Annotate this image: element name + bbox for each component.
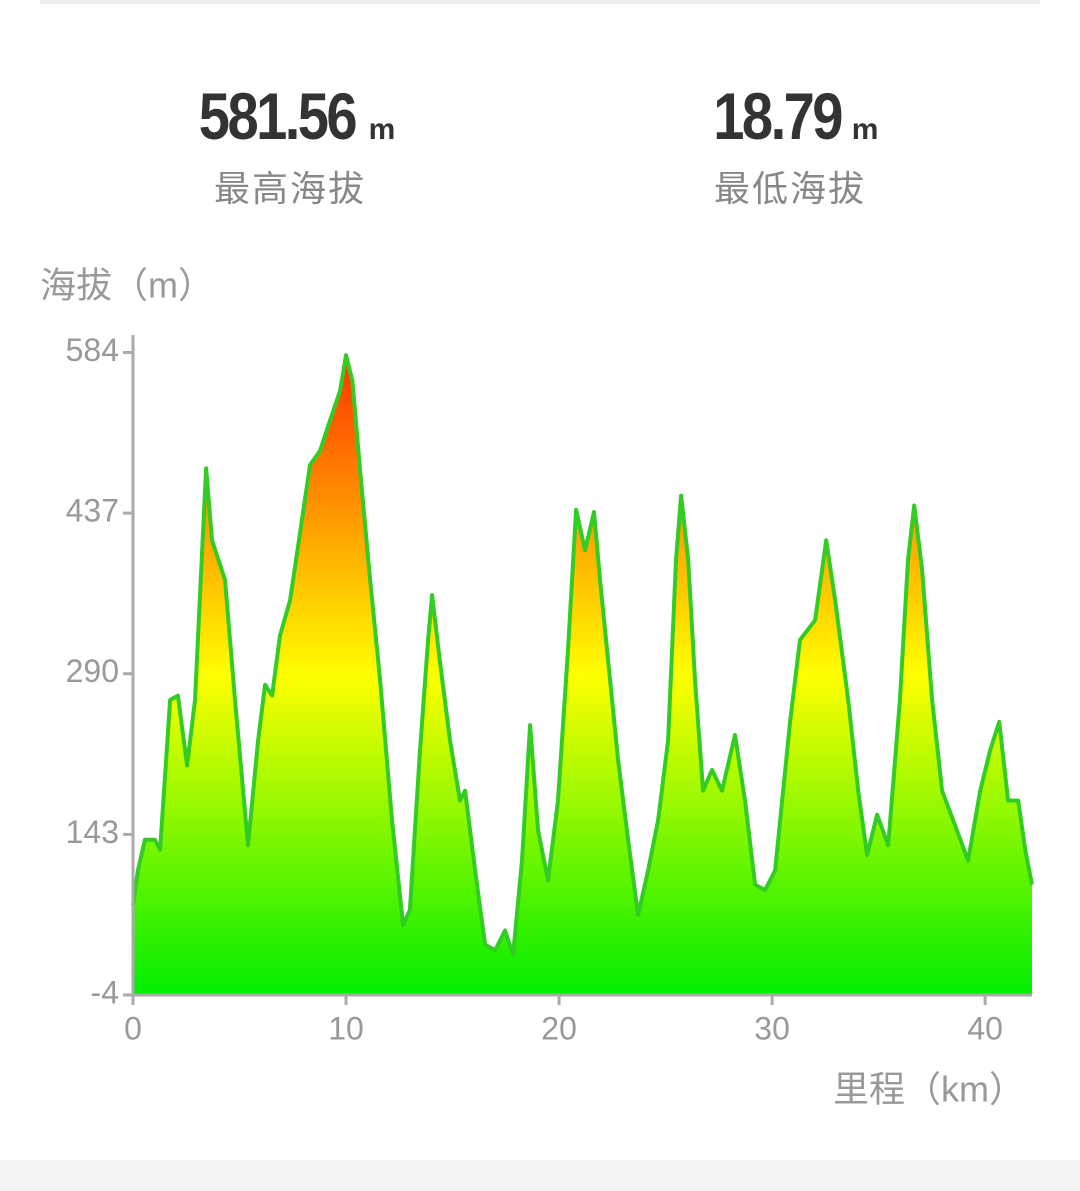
- x-tick-label: 0: [124, 1010, 142, 1046]
- stat-value: 581.56: [198, 79, 358, 153]
- x-tick-label: 40: [967, 1010, 1003, 1046]
- x-tick-label: 10: [328, 1010, 364, 1046]
- y-tick-label: 437: [66, 493, 119, 529]
- x-axis-label: 里程（km）: [833, 1069, 1025, 1110]
- stat-value: 18.79: [712, 79, 843, 153]
- y-tick-label: -4: [91, 974, 119, 1010]
- x-tick-label: 30: [754, 1010, 790, 1046]
- divider: [40, 0, 1040, 4]
- area-fill: [133, 355, 1032, 996]
- y-tick-label: 584: [66, 332, 119, 368]
- y-tick-label: 290: [66, 653, 119, 689]
- stat-unit: m: [851, 113, 879, 146]
- stat-label: 最低海拔: [713, 168, 866, 209]
- chart: 海拔（m） 里程（km） -4 143 290 437 584 0 10 20 30 40: [40, 265, 1034, 1110]
- stat-unit: m: [368, 113, 396, 146]
- stat-label: 最高海拔: [213, 168, 366, 209]
- bottom-bar: [0, 1160, 1080, 1191]
- y-tick-label: 143: [66, 814, 119, 850]
- min-stat: 18.79 m 最低海拔: [590, 78, 990, 212]
- x-tick-label: 20: [541, 1010, 577, 1046]
- y-axis-label: 海拔（m）: [40, 265, 214, 306]
- max-stat: 581.56 m 最高海拔: [90, 78, 490, 212]
- elevation-line: [131, 353, 1034, 957]
